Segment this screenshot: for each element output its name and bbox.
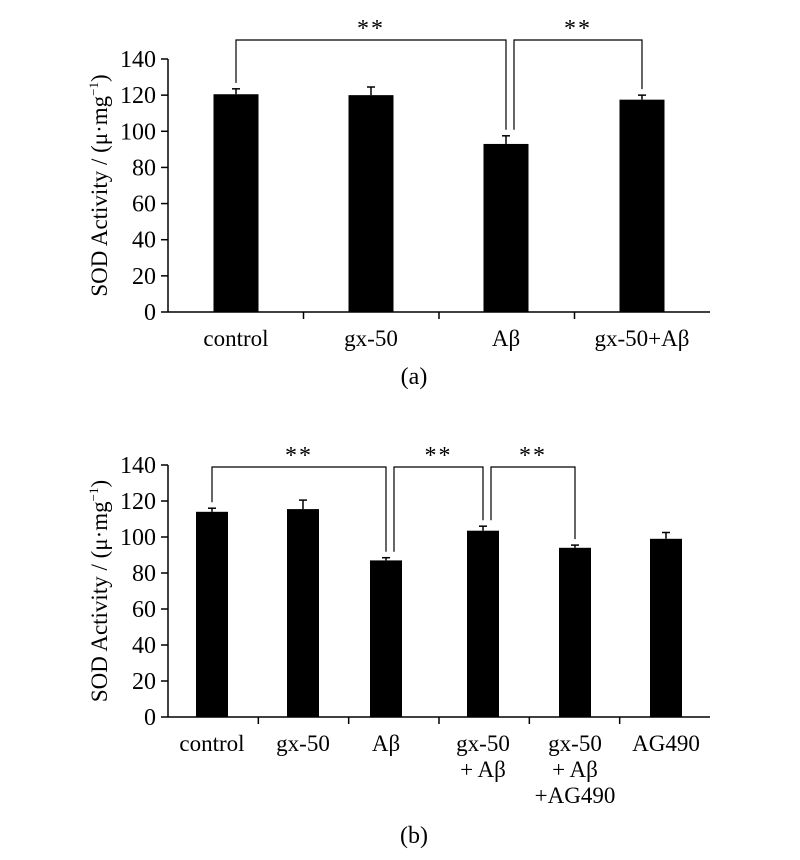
bar <box>370 560 402 717</box>
y-tick-label: 0 <box>144 300 156 326</box>
bar <box>287 509 319 717</box>
y-tick-label: 120 <box>120 489 156 515</box>
bar <box>619 99 665 313</box>
y-tick-label: 0 <box>144 705 156 731</box>
category-label: Aβ <box>372 731 400 756</box>
bar <box>196 511 228 717</box>
y-tick-label: 20 <box>132 669 156 695</box>
bar <box>559 547 591 717</box>
bar <box>467 530 499 717</box>
y-tick-label: 80 <box>132 561 156 587</box>
y-axis-label-sup: −1 <box>86 82 101 96</box>
bar <box>650 538 682 717</box>
category-label: +AG490 <box>535 783 616 808</box>
chart-panel-a: 0 20 40 60 80 100 120 140 control gx-50 Aβ gx-50+Aβ… <box>86 16 710 390</box>
significance-label: ** <box>357 16 385 42</box>
significance-bracket <box>393 466 484 552</box>
y-axis-label-close: ) <box>87 480 112 488</box>
significance-bracket <box>490 466 576 540</box>
significance-bracket <box>235 39 507 130</box>
y-tick-label: 60 <box>132 192 156 218</box>
bar <box>348 95 394 313</box>
y-tick-label: 20 <box>132 264 156 290</box>
panel-label: (a) <box>401 364 428 390</box>
y-tick-label: 80 <box>132 155 156 181</box>
y-axis-label-sup: −1 <box>86 488 101 502</box>
category-label: control <box>179 731 244 756</box>
significance-label: ** <box>519 443 547 469</box>
y-tick-label: 140 <box>120 453 156 479</box>
category-label: gx-50 <box>548 731 602 756</box>
y-axis-label-main: SOD Activity / (μ·mg <box>87 95 112 296</box>
category-label: gx-50+Aβ <box>595 326 690 351</box>
category-label: gx-50 <box>456 731 510 756</box>
y-tick-label: 60 <box>132 597 156 623</box>
bar <box>483 143 529 312</box>
significance-bracket <box>513 39 643 130</box>
significance-label: ** <box>564 16 592 42</box>
significance-label: ** <box>425 443 453 469</box>
category-label: + Aβ <box>552 757 598 782</box>
y-tick-label: 100 <box>120 119 156 145</box>
y-axis-label: SOD Activity / (μ·mg−1) <box>86 480 112 702</box>
y-axis-label-main: SOD Activity / (μ·mg <box>87 501 112 702</box>
y-tick-label: 40 <box>132 633 156 659</box>
y-axis-label-close: ) <box>87 74 112 82</box>
y-tick-label: 40 <box>132 228 156 254</box>
bar <box>213 94 259 312</box>
category-label: gx-50 <box>276 731 330 756</box>
category-label: control <box>203 326 268 351</box>
panel-label: (b) <box>400 823 428 849</box>
category-label: AG490 <box>632 731 700 756</box>
significance-bracket <box>211 466 387 552</box>
category-label: + Aβ <box>460 757 506 782</box>
y-tick-label: 140 <box>120 47 156 73</box>
category-label: Aβ <box>492 326 520 351</box>
y-axis-label: SOD Activity / (μ·mg−1) <box>86 74 112 296</box>
category-label: gx-50 <box>344 326 398 351</box>
significance-label: ** <box>285 443 313 469</box>
y-tick-label: 120 <box>120 83 156 109</box>
y-tick-label: 100 <box>120 525 156 551</box>
